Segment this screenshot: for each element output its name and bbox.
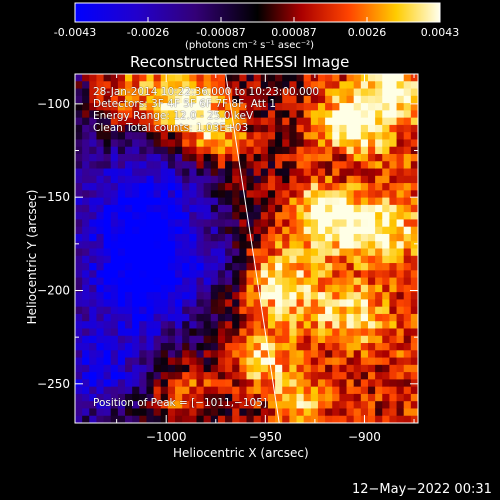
colorbar-ticks: -0.0043 -0.0026 -0.00087 0.00087 0.0026 0.004…	[54, 17, 459, 39]
annotation-energy: Energy Range: 12.0 - 25.0 keV	[93, 110, 254, 122]
colorbar-tick-label: -0.00087	[196, 26, 245, 39]
y-tick-label: −150	[37, 190, 70, 204]
annotation-counts: Clean Total counts: 1.03E+03	[93, 122, 249, 134]
y-axis-label: Heliocentric Y (arcsec)	[25, 189, 39, 325]
chart-title: Reconstructed RHESSI Image	[130, 53, 350, 71]
timestamp: 12−May−2022 00:31	[352, 482, 492, 497]
plot-frame	[74, 73, 419, 424]
annotation-peak: Position of Peak = [−1011,−105]	[93, 397, 267, 409]
axes: −1000 −950 −900 −100 −150 −200 −250	[37, 74, 418, 444]
x-tick-label: −950	[249, 430, 282, 444]
y-tick-label: −200	[37, 283, 70, 297]
colorbar-tick-label: 0.0043	[421, 26, 460, 39]
y-tick-label: −250	[37, 377, 70, 391]
x-axis-label: Heliocentric X (arcsec)	[173, 446, 309, 460]
solar-limb-line	[225, 74, 280, 423]
colorbar-tick-label: 0.0026	[348, 26, 387, 39]
x-tick-label: −900	[348, 430, 381, 444]
colorbar-tick-label: -0.0043	[54, 26, 96, 39]
annotation-detectors: Detectors: 3F 4F 5F 6F 7F 8F, Att 1	[93, 98, 277, 110]
annotation-time: 28-Jan-2014 10:22:36.000 to 10:23:00.000	[93, 86, 320, 98]
colorbar-unit-label: (photons cm⁻² s⁻¹ asec⁻²)	[185, 40, 315, 51]
heatmap-image	[75, 74, 418, 423]
colorbar	[74, 2, 441, 23]
colorbar-tick-label: 0.00087	[271, 26, 317, 39]
x-tick-label: −1000	[146, 430, 187, 444]
colorbar-tick-label: -0.0026	[127, 26, 169, 39]
y-tick-label: −100	[37, 97, 70, 111]
